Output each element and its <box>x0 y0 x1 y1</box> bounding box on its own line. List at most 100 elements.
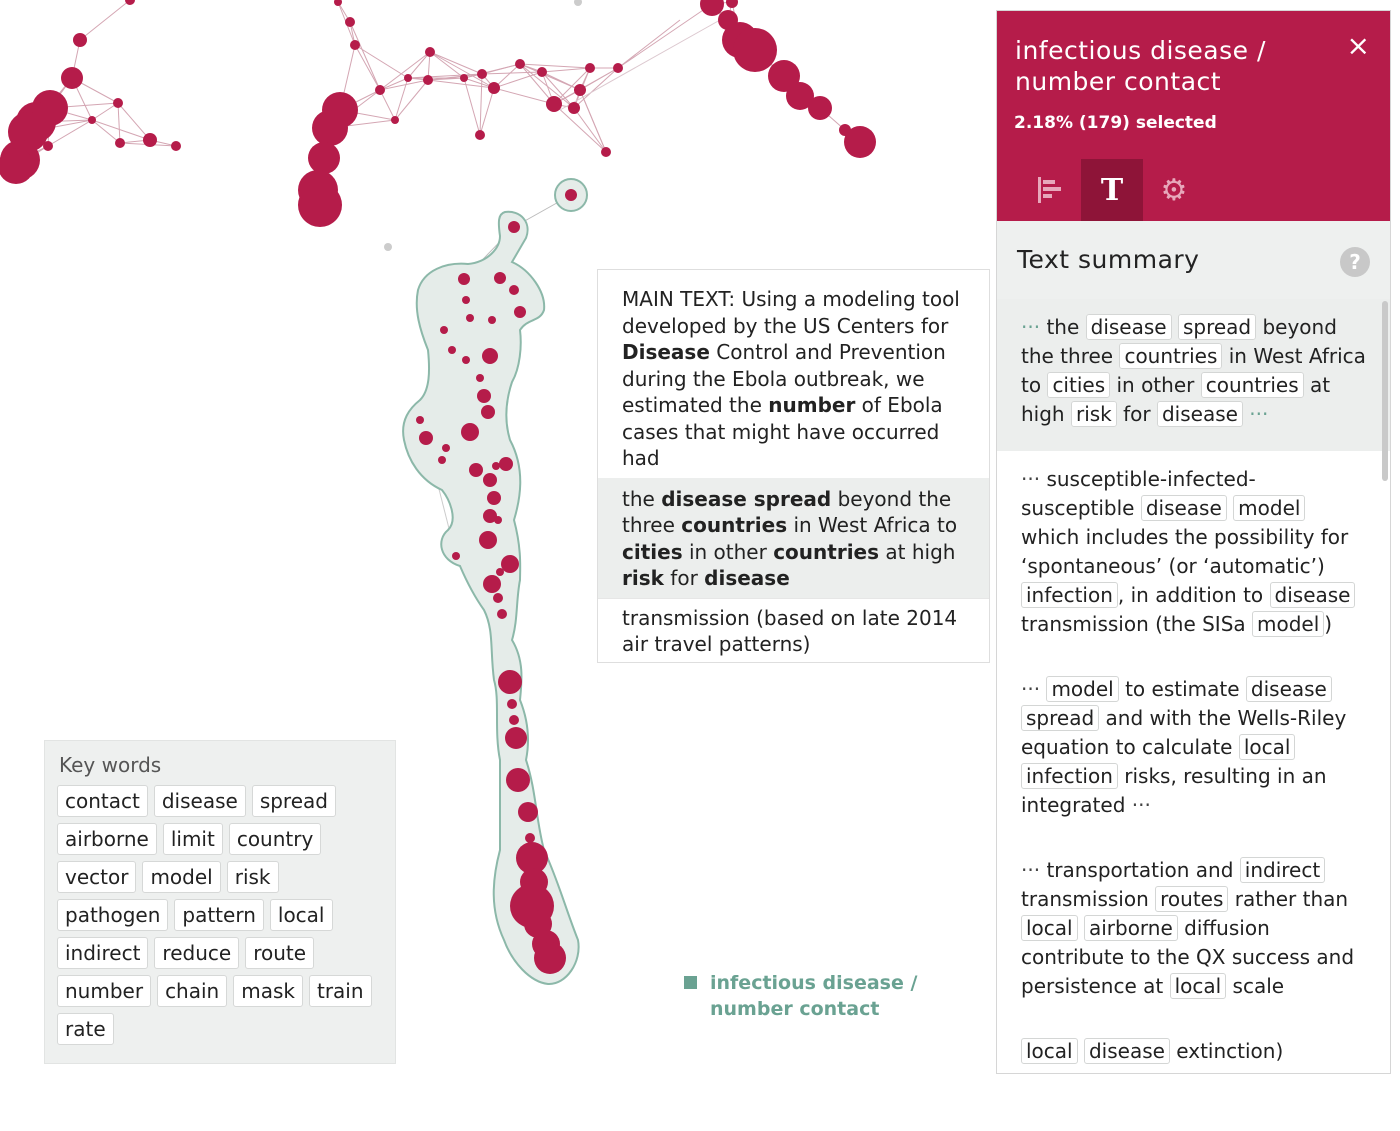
graph-node[interactable] <box>334 0 342 6</box>
close-icon[interactable]: × <box>1346 29 1370 62</box>
graph-node-selected[interactable] <box>440 326 448 334</box>
keyword-chip[interactable]: country <box>228 823 322 855</box>
graph-node[interactable] <box>786 82 814 110</box>
graph-node[interactable] <box>350 40 360 50</box>
graph-node-selected[interactable] <box>452 552 460 560</box>
graph-node-selected[interactable] <box>499 457 513 471</box>
graph-node[interactable] <box>601 147 611 157</box>
keyword-chip[interactable]: model <box>142 861 221 893</box>
graph-node-selected[interactable] <box>509 285 519 295</box>
graph-node-selected[interactable] <box>477 389 491 403</box>
graph-node-selected[interactable] <box>469 463 483 477</box>
cluster-hull[interactable] <box>402 210 580 986</box>
graph-node[interactable] <box>515 59 525 69</box>
graph-node[interactable] <box>425 47 435 57</box>
summary-list[interactable]: ··· the disease spread beyond the three … <box>997 299 1390 1073</box>
graph-node-selected[interactable] <box>565 189 577 201</box>
graph-node-selected[interactable] <box>525 833 535 843</box>
graph-node-selected[interactable] <box>476 374 484 382</box>
graph-node[interactable] <box>115 138 125 148</box>
graph-node[interactable] <box>43 141 53 151</box>
graph-node-selected[interactable] <box>483 509 497 523</box>
graph-node[interactable] <box>404 74 412 82</box>
summary-item[interactable]: ··· transportation and indirect transmis… <box>997 842 1390 1023</box>
graph-node-selected[interactable] <box>479 531 497 549</box>
keyword-chip[interactable]: vector <box>57 861 137 893</box>
keyword-chip[interactable]: limit <box>162 823 223 855</box>
graph-node-selected[interactable] <box>494 516 502 524</box>
graph-node-selected[interactable] <box>507 699 517 709</box>
graph-node[interactable] <box>460 74 468 82</box>
graph-node[interactable] <box>375 85 385 95</box>
graph-node-selected[interactable] <box>458 273 470 285</box>
summary-item[interactable]: ··· susceptible-infected-susceptible dis… <box>997 451 1390 661</box>
graph-node-selected[interactable] <box>514 306 526 318</box>
keyword-chip[interactable]: route <box>245 937 315 969</box>
graph-node[interactable] <box>700 0 724 16</box>
graph-node[interactable] <box>568 102 580 114</box>
graph-node-selected[interactable] <box>438 456 446 464</box>
summary-item[interactable]: ··· model to estimate disease spread and… <box>997 661 1390 842</box>
cluster-legend[interactable]: infectious disease / number contact <box>684 970 924 1022</box>
graph-node[interactable] <box>73 33 87 47</box>
graph-node-selected[interactable] <box>488 316 496 324</box>
keyword-chip[interactable]: train <box>308 975 372 1007</box>
graph-node[interactable] <box>488 82 500 94</box>
graph-node-selected[interactable] <box>487 491 501 505</box>
graph-node[interactable] <box>768 60 800 92</box>
graph-node-selected[interactable] <box>481 405 495 419</box>
graph-node[interactable] <box>391 116 399 124</box>
graph-node-selected[interactable] <box>493 593 503 603</box>
graph-node-selected[interactable] <box>497 609 507 619</box>
graph-node[interactable] <box>546 96 562 112</box>
graph-node-selected[interactable] <box>534 942 566 974</box>
graph-node-selected[interactable] <box>442 444 450 452</box>
graph-node-selected[interactable] <box>483 473 497 487</box>
scrollbar[interactable] <box>1382 301 1388 481</box>
keyword-chip[interactable]: rate <box>57 1013 114 1045</box>
graph-node[interactable] <box>88 116 96 124</box>
graph-node-selected[interactable] <box>462 296 470 304</box>
graph-node-selected[interactable] <box>462 356 470 364</box>
graph-node[interactable] <box>423 75 433 85</box>
graph-node[interactable] <box>477 69 487 79</box>
graph-node[interactable] <box>125 0 135 5</box>
graph-node-selected[interactable] <box>461 423 479 441</box>
graph-node[interactable] <box>298 183 342 227</box>
keyword-chip[interactable]: contact <box>57 785 148 817</box>
keyword-chip[interactable]: risk <box>226 861 279 893</box>
graph-node-selected[interactable] <box>496 568 504 576</box>
graph-node-selected[interactable] <box>518 802 538 822</box>
graph-node-selected[interactable] <box>416 416 424 424</box>
graph-node-selected[interactable] <box>492 462 500 470</box>
tab-text[interactable]: T <box>1081 159 1143 221</box>
keyword-chip[interactable]: airborne <box>57 823 157 855</box>
graph-node-selected[interactable] <box>483 575 501 593</box>
graph-node[interactable] <box>0 148 34 184</box>
keyword-chip[interactable]: pattern <box>174 899 264 931</box>
graph-node[interactable] <box>574 84 586 96</box>
graph-node[interactable] <box>537 67 547 77</box>
graph-node[interactable] <box>308 142 340 174</box>
help-icon[interactable]: ? <box>1340 247 1370 277</box>
graph-node[interactable] <box>844 126 876 158</box>
graph-node[interactable] <box>113 98 123 108</box>
summary-item[interactable]: local disease extinction) <box>997 1023 1390 1073</box>
keyword-chip[interactable]: spread <box>251 785 336 817</box>
graph-node[interactable] <box>808 96 832 120</box>
graph-node-inactive[interactable] <box>384 243 392 251</box>
keyword-chip[interactable]: indirect <box>57 937 149 969</box>
graph-node-selected[interactable] <box>501 555 519 573</box>
graph-node-selected[interactable] <box>508 221 520 233</box>
graph-node[interactable] <box>475 130 485 140</box>
tab-bar-chart[interactable] <box>1019 159 1081 221</box>
graph-node-selected[interactable] <box>419 431 433 445</box>
summary-item[interactable]: ··· the disease spread beyond the three … <box>997 299 1390 451</box>
graph-node[interactable] <box>171 141 181 151</box>
keyword-chip[interactable]: local <box>269 899 333 931</box>
keyword-chip[interactable]: chain <box>157 975 228 1007</box>
graph-node-selected[interactable] <box>494 272 506 284</box>
graph-node-selected[interactable] <box>506 768 530 792</box>
keyword-chip[interactable]: disease <box>153 785 246 817</box>
graph-node[interactable] <box>585 63 595 73</box>
